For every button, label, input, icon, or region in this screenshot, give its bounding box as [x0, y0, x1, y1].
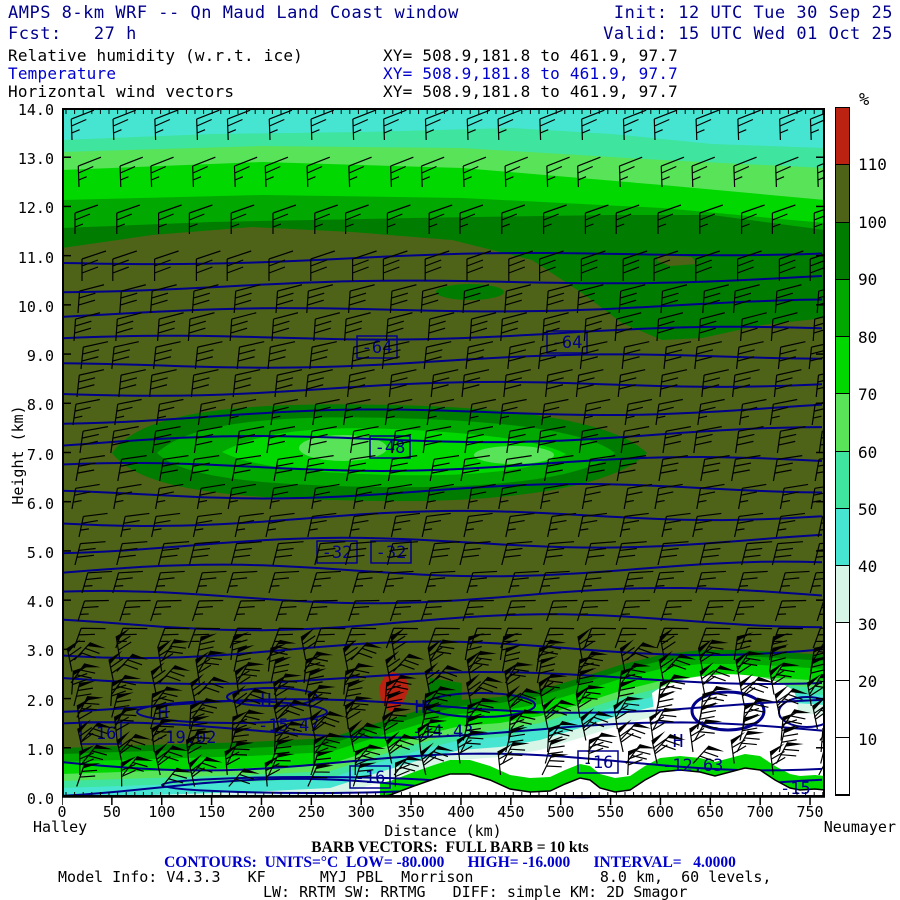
- forecast-hour: Fcst: 27 h: [8, 24, 137, 44]
- colorbar-tick-label: 20: [858, 672, 878, 692]
- y-tick-label: 9.0: [26, 347, 54, 366]
- model-info-line1: Model Info: V4.3.3 KF MYJ PBL Morrison 8…: [58, 868, 772, 886]
- colorbar-tick-label: 30: [858, 614, 878, 634]
- field1-xy: XY= 508.9,181.8 to 461.9, 97.7: [383, 46, 678, 65]
- colorbar-tick-label: 60: [858, 442, 878, 462]
- colorbar-segment: [836, 394, 849, 452]
- x-tick-label: 350: [397, 803, 425, 821]
- colorbar-segment: [836, 165, 849, 223]
- colorbar-segment: [836, 337, 849, 395]
- y-tick-label: 14.0: [17, 101, 54, 119]
- colorbar-segment: [836, 680, 849, 738]
- init-time: Init: 12 UTC Tue 30 Sep 25: [613, 3, 893, 23]
- x-tick-label: 550: [597, 803, 625, 821]
- model-info-line2: LW: RRTM SW: RRTMG DIFF: simple KM: 2D S…: [263, 883, 688, 900]
- x-tick-label: 100: [148, 803, 176, 821]
- svg-text:-32: -32: [322, 543, 353, 563]
- x-tick-label: 150: [198, 803, 226, 821]
- x-tick-label: 200: [247, 803, 276, 821]
- colorbar-tick-label: 10: [858, 729, 878, 749]
- colorbar-segment: [836, 623, 849, 681]
- x-tick-label: 400: [447, 803, 475, 821]
- y-tick-label: 8.0: [26, 396, 54, 415]
- y-tick-label: 12.0: [17, 199, 54, 218]
- svg-text:H: H: [673, 731, 684, 752]
- x-tick-label: 750: [796, 803, 824, 821]
- colorbar-tick-label: 90: [858, 270, 878, 290]
- svg-text:-15: -15: [780, 779, 811, 799]
- y-tick-label: 7.0: [26, 445, 54, 464]
- x-tick-label: 450: [497, 803, 525, 821]
- colorbar-segment: [836, 279, 849, 337]
- barb-legend-line: BARB VECTORS: FULL BARB = 10 kts: [311, 839, 589, 856]
- y-tick-label: 5.0: [26, 543, 54, 562]
- y-tick-label: 2.0: [26, 691, 54, 710]
- colorbar-segment: [836, 222, 849, 280]
- colorbar-tick-label: 70: [858, 385, 878, 405]
- field2-name: Temperature: [8, 64, 117, 83]
- field3-xy: XY= 508.9,181.8 to 461.9, 97.7: [383, 82, 678, 101]
- field1-name: Relative humidity (w.r.t. ice): [8, 46, 303, 65]
- colorbar-segment: [836, 451, 849, 509]
- svg-text:H: H: [261, 690, 272, 711]
- colorbar-tick-label: 100: [858, 212, 887, 232]
- y-tick-label: 3.0: [26, 642, 54, 661]
- svg-text:-64: -64: [362, 338, 393, 358]
- svg-text:-16: -16: [355, 768, 386, 788]
- colorbar-tick-label: 80: [858, 327, 878, 347]
- station-right-label: Neumayer: [823, 818, 896, 836]
- x-tick-label: 650: [696, 803, 724, 821]
- svg-text:-48: -48: [375, 438, 406, 458]
- contour-legend-line: CONTOURS: UNITS=°C LOW= -80.000 HIGH= -1…: [164, 854, 736, 871]
- colorbar-unit: %: [859, 90, 870, 110]
- colorbar-tick-label: 40: [858, 557, 878, 577]
- valid-time: Valid: 15 UTC Wed 01 Oct 25: [603, 24, 893, 44]
- svg-text:-64: -64: [552, 333, 583, 353]
- terrain-silhouette: [62, 767, 825, 798]
- colorbar-segment: [836, 508, 849, 566]
- field3-name: Horizontal wind vectors: [8, 82, 235, 101]
- x-tick-label: 50: [102, 803, 121, 821]
- svg-text:H: H: [415, 697, 426, 718]
- svg-text:-16: -16: [583, 753, 614, 773]
- x-tick-label: 600: [646, 803, 674, 821]
- station-left-label: Halley: [33, 818, 88, 836]
- colorbar-segment: [836, 108, 849, 166]
- field2-xy: XY= 508.9,181.8 to 461.9, 97.7: [383, 64, 678, 83]
- colorbar-tick-label: 110: [858, 155, 887, 175]
- y-tick-label: 1.0: [26, 740, 54, 759]
- x-tick-label: 500: [547, 803, 575, 821]
- x-tick-label: 700: [746, 803, 774, 821]
- colorbar: [835, 107, 850, 796]
- y-tick-label: 10.0: [17, 297, 54, 316]
- x-tick-label: 300: [347, 803, 375, 821]
- x-axis-title: Distance (km): [384, 822, 502, 840]
- colorbar-segment: [836, 737, 849, 795]
- colorbar-tick-label: 50: [858, 499, 878, 519]
- cross-section-plot: -64-64-48-32-32-16-16-16H-19.02H-15.47H-…: [62, 108, 825, 808]
- terrain-hug-stripe: [380, 754, 825, 797]
- x-tick-label: 250: [297, 803, 325, 821]
- plot-title: AMPS 8-km WRF -- Qn Maud Land Coast wind…: [8, 3, 459, 23]
- x-tick-label: 0: [57, 803, 67, 821]
- svg-text:-12.63: -12.63: [662, 756, 723, 776]
- colorbar-segment: [836, 566, 849, 624]
- y-tick-label: 11.0: [17, 248, 54, 267]
- y-tick-label: 6.0: [26, 494, 54, 513]
- y-tick-label: 4.0: [26, 593, 54, 612]
- y-tick-label: 0.0: [26, 790, 54, 808]
- y-tick-label: 13.0: [17, 150, 54, 169]
- plot-frame: [62, 108, 825, 805]
